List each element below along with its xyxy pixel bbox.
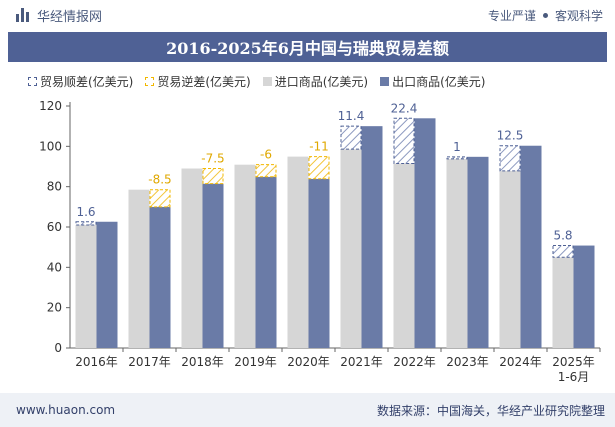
legend-swatch-surplus [28, 76, 37, 86]
bar-import [340, 149, 362, 348]
bar-deficit [255, 164, 277, 178]
chart-legend: 贸易顺差(亿美元) 贸易逆差(亿美元) 进口商品(亿美元) 出口商品(亿美元) [28, 72, 498, 90]
y-tick-label: 20 [47, 301, 62, 315]
bar-export [414, 118, 436, 348]
bar-import [128, 189, 150, 348]
data-label-balance: 5.8 [553, 229, 572, 243]
bar-import [499, 170, 521, 348]
x-tick-label-line: 2021年 [340, 355, 383, 369]
x-tick-label: 2024年 [499, 355, 542, 369]
legend-label-export: 出口商品(亿美元) [392, 74, 486, 89]
x-tick-label-line: 2019年 [234, 355, 277, 369]
x-tick-label-line: 2018年 [181, 355, 224, 369]
y-tick-label: 120 [39, 99, 62, 113]
x-tick-label: 2022年 [393, 355, 436, 369]
legend-swatch-import [262, 76, 272, 86]
x-tick-label: 2018年 [181, 355, 224, 369]
legend-item-import: 进口商品(亿美元) [262, 73, 369, 90]
legend-label-import: 进口商品(亿美元) [274, 74, 369, 89]
tagline-right: 客观科学 [554, 8, 603, 23]
tagline-left: 专业严谨 [487, 8, 536, 23]
bar-surplus [75, 221, 97, 226]
data-label-balance: 1 [453, 140, 461, 154]
x-tick-label-line: 2023年 [446, 355, 489, 369]
footer-source: 数据来源：中国海关，华经产业研究院整理 [376, 403, 605, 418]
brand-name: 华经情报网 [37, 9, 103, 25]
bar-import [446, 158, 468, 348]
bar-import [393, 163, 415, 348]
data-label-balance: -11 [309, 140, 329, 154]
y-tick-label: 100 [39, 139, 62, 153]
x-tick-label: 2020年 [287, 355, 330, 369]
bar-surplus [499, 145, 521, 172]
y-tick-label: 60 [47, 220, 62, 234]
bar-export [361, 126, 383, 349]
x-tick-label-line: 2020年 [287, 355, 330, 369]
legend-item-surplus: 贸易顺差(亿美元) [28, 73, 133, 90]
bar-deficit [308, 156, 330, 180]
x-tick-label: 2021年 [340, 355, 383, 369]
bar-export [573, 245, 595, 348]
x-tick-label-line: 2024年 [499, 355, 542, 369]
x-tick-label: 2023年 [446, 355, 489, 369]
x-tick-label-line: 2025年 [552, 355, 595, 369]
bar-export [202, 183, 224, 348]
legend-swatch-export [380, 76, 390, 86]
top-bar: 华经情报网 专业严谨 客观科学 [0, 0, 615, 30]
x-tick-label-line: 2016年 [75, 355, 118, 369]
bar-export [308, 178, 330, 348]
bar-import [234, 164, 256, 348]
data-label-balance: -8.5 [148, 173, 171, 187]
bar-export [96, 221, 118, 348]
legend-label-deficit: 贸易逆差(亿美元) [157, 74, 251, 89]
bar-import [287, 156, 309, 348]
tagline-dot-icon [542, 12, 548, 18]
x-tick-label-line: 2017年 [128, 355, 171, 369]
footer-website[interactable]: www.huaon.com [16, 403, 116, 417]
bar-import [75, 224, 97, 348]
bar-deficit [202, 168, 224, 185]
data-label-balance: 11.4 [338, 109, 365, 123]
bar-export [149, 206, 171, 348]
y-tick-label: 40 [47, 260, 62, 274]
bar-import [552, 257, 574, 348]
chart-title: 2016-2025年6月中国与瑞典贸易差额 [166, 39, 449, 58]
bar-export [520, 145, 542, 348]
bar-deficit [149, 189, 171, 208]
brand: 华经情报网 [16, 6, 102, 25]
bar-surplus [552, 245, 574, 258]
legend-label-surplus: 贸易顺差(亿美元) [40, 74, 134, 89]
legend-item-deficit: 贸易逆差(亿美元) [145, 73, 251, 90]
bar-export [467, 156, 489, 348]
data-label-balance: 1.6 [76, 205, 95, 219]
x-tick-label: 2025年 1-6月 [552, 355, 595, 384]
tagline: 专业严谨 客观科学 [488, 7, 603, 24]
data-label-balance: -6 [260, 148, 272, 162]
x-tick-label: 2016年 [75, 355, 118, 369]
x-tick-label-line: 1-6月 [558, 370, 590, 384]
bar-surplus [393, 117, 415, 164]
brand-logo-icon [16, 8, 29, 22]
legend-item-export: 出口商品(亿美元) [380, 73, 486, 90]
data-label-balance: 22.4 [391, 101, 418, 115]
y-tick-label: 0 [54, 341, 62, 355]
chart-title-bar: 2016-2025年6月中国与瑞典贸易差额 [8, 32, 607, 62]
bar-import [181, 168, 203, 348]
bar-surplus [446, 156, 468, 160]
footer: www.huaon.com 数据来源：中国海关，华经产业研究院整理 [0, 393, 615, 427]
x-tick-label: 2017年 [128, 355, 171, 369]
bar-surplus [340, 125, 362, 150]
data-label-balance: 12.5 [497, 129, 524, 143]
legend-swatch-deficit [145, 76, 155, 86]
x-tick-label-line: 2022年 [393, 355, 436, 369]
bar-export [255, 176, 277, 348]
data-label-balance: -7.5 [201, 152, 224, 166]
x-tick-label: 2019年 [234, 355, 277, 369]
y-tick-label: 80 [47, 180, 62, 194]
